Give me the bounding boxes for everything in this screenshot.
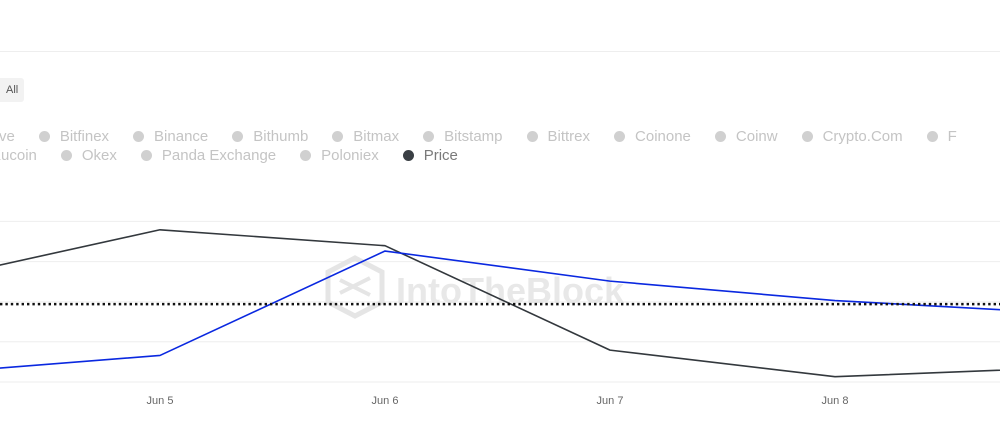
x-tick-label: Jun 7 <box>597 395 624 407</box>
legend-label: Price <box>423 147 458 164</box>
x-tick-label: Jun 5 <box>147 395 174 407</box>
legend-label: Poloniex <box>321 147 379 164</box>
legend-dot-icon <box>714 131 726 142</box>
legend-dot-icon <box>232 131 244 142</box>
legend-item[interactable]: Okex <box>60 147 117 164</box>
legend-item[interactable]: Binance <box>133 128 208 145</box>
range-all-label: All <box>6 84 19 96</box>
legend-row-1: ve Bitfinex Binance Bithumb Bitmax Bitst… <box>0 128 981 145</box>
legend-item[interactable]: Bitstamp <box>423 128 503 145</box>
legend-dot-icon <box>140 150 152 161</box>
legend-label: Okex <box>81 147 117 164</box>
top-divider <box>0 51 1000 52</box>
legend-label: Bittrex <box>547 128 591 145</box>
legend-item[interactable]: Panda Exchange <box>140 147 277 164</box>
legend-label: Bitmax <box>353 128 400 145</box>
watermark-cube-icon <box>325 255 385 319</box>
watermark-logo: IntoTheBlock <box>325 255 625 319</box>
series-line-2[interactable] <box>0 250 1000 373</box>
legend-label: Coinone <box>635 128 691 145</box>
legend-dot-icon <box>801 131 813 142</box>
legend-dot-icon <box>526 131 538 142</box>
series-lines <box>0 228 1000 378</box>
series-line-1[interactable] <box>0 228 1000 378</box>
legend-item[interactable]: Coinone <box>614 128 691 145</box>
x-tick-label: Jun 6 <box>372 395 399 407</box>
legend-item[interactable]: Crypto.Com <box>801 128 903 145</box>
legend-dot-icon <box>423 131 435 142</box>
legend-item[interactable]: Bithumb <box>232 128 308 145</box>
legend-row-2: Kucoin Okex Panda Exchange Poloniex Pric… <box>0 147 482 164</box>
grid-lines <box>0 220 1000 383</box>
legend-dot-icon <box>38 131 50 142</box>
legend-dot-icon <box>133 131 145 142</box>
legend-item[interactable]: Bitmax <box>332 128 399 145</box>
legend-label: Crypto.Com <box>822 128 903 145</box>
legend-item[interactable]: ve <box>0 128 15 145</box>
legend-dot-icon <box>60 150 72 161</box>
legend-label: Kucoin <box>0 147 37 164</box>
legend-dot-icon <box>332 131 344 142</box>
legend-item[interactable]: F <box>926 128 957 145</box>
legend-label: Bitfinex <box>59 128 110 145</box>
legend-label: F <box>947 128 957 145</box>
range-all-button[interactable]: All <box>0 78 25 102</box>
legend-label: Bitstamp <box>444 128 503 145</box>
legend-item[interactable]: Bittrex <box>526 128 591 145</box>
x-tick-label: Jun 8 <box>822 395 849 407</box>
legend-dot-icon <box>926 131 938 142</box>
legend-label: Bithumb <box>253 128 309 145</box>
legend-dot-icon <box>300 150 312 161</box>
legend-item-price[interactable]: Price <box>402 147 458 164</box>
legend-item[interactable]: Bitfinex <box>38 128 110 145</box>
legend-label: Binance <box>154 128 209 145</box>
legend-item[interactable]: Kucoin <box>0 147 37 164</box>
legend-item[interactable]: Coinw <box>714 128 778 145</box>
legend-label: ve <box>0 128 15 145</box>
legend-dot-icon <box>402 150 414 161</box>
legend-label: Panda Exchange <box>161 147 277 164</box>
x-axis: Jun 5 Jun 6 Jun 7 Jun 8 <box>147 395 849 407</box>
legend-item[interactable]: Poloniex <box>300 147 379 164</box>
legend-dot-icon <box>614 131 626 142</box>
legend-label: Coinw <box>735 128 778 145</box>
